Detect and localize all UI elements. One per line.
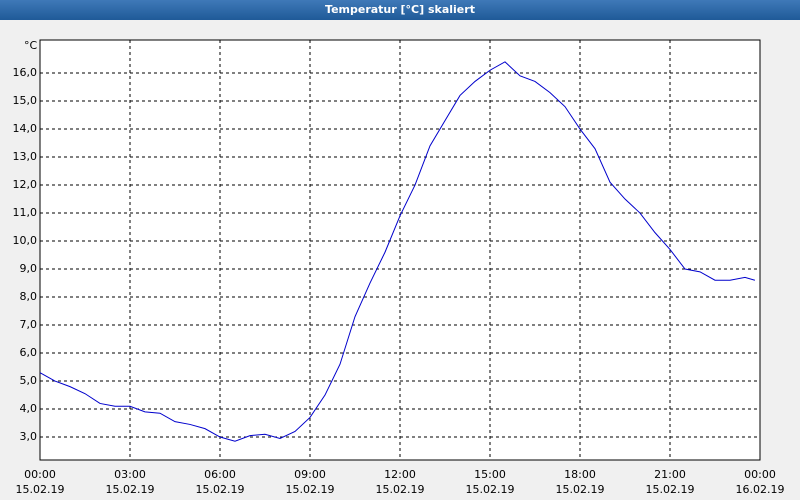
y-tick-label: 5,0 <box>20 374 38 387</box>
x-tick-date: 15.02.19 <box>556 483 605 496</box>
x-tick-label: 06:00 <box>204 468 236 481</box>
y-tick-label: 4,0 <box>20 402 38 415</box>
y-tick-label: 14,0 <box>13 122 38 135</box>
y-tick-label: 16,0 <box>13 66 38 79</box>
x-tick-label: 03:00 <box>114 468 146 481</box>
y-tick-label: 10,0 <box>13 234 38 247</box>
y-tick-label: 15,0 <box>13 94 38 107</box>
x-tick-label: 21:00 <box>654 468 686 481</box>
x-tick-date: 16.02.19 <box>736 483 785 496</box>
y-tick-label: 12,0 <box>13 178 38 191</box>
y-tick-label: 6,0 <box>20 346 38 359</box>
x-tick-date: 15.02.19 <box>286 483 335 496</box>
x-tick-date: 15.02.19 <box>106 483 155 496</box>
x-tick-label: 00:00 <box>744 468 776 481</box>
x-tick-date: 15.02.19 <box>466 483 515 496</box>
y-unit: °C <box>24 39 38 52</box>
y-tick-label: 8,0 <box>20 290 38 303</box>
line <box>39 61 756 442</box>
y-tick-label: 3,0 <box>20 430 38 443</box>
x-tick-label: 00:00 <box>24 468 56 481</box>
y-tick-label: 9,0 <box>20 262 38 275</box>
x-tick-date: 15.02.19 <box>376 483 425 496</box>
title-bar <box>0 0 800 20</box>
chart-title: Temperatur [°C] skaliert <box>325 3 475 16</box>
x-tick-date: 15.02.19 <box>646 483 695 496</box>
x-tick-label: 15:00 <box>474 468 506 481</box>
y-tick-label: 7,0 <box>20 318 38 331</box>
y-tick-label: 13,0 <box>13 150 38 163</box>
y-tick-label: 11,0 <box>13 206 38 219</box>
x-tick-date: 15.02.19 <box>196 483 245 496</box>
x-tick-label: 12:00 <box>384 468 416 481</box>
x-tick-date: 15.02.19 <box>16 483 65 496</box>
x-tick-label: 09:00 <box>294 468 326 481</box>
x-tick-label: 18:00 <box>564 468 596 481</box>
